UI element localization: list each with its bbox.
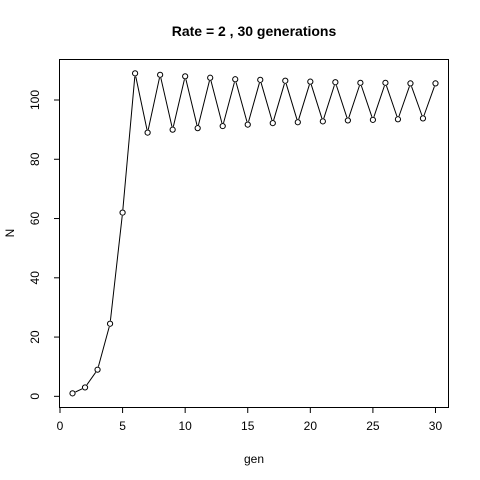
y-axis: 0 20 40 60 80 100	[28, 90, 60, 400]
data-point	[182, 73, 189, 80]
y-axis-label: N	[3, 229, 17, 238]
data-point	[357, 79, 364, 86]
x-tick-label: 15	[241, 419, 255, 433]
data-point	[207, 74, 214, 81]
data-point	[394, 116, 402, 123]
data-point	[169, 126, 176, 133]
data-point	[69, 390, 76, 397]
data-point	[382, 79, 389, 86]
data-point	[244, 121, 251, 128]
data-point	[332, 79, 339, 86]
y-tick-label: 0	[28, 393, 42, 400]
y-tick-label: 100	[28, 90, 42, 110]
data-point	[232, 76, 239, 83]
data-point	[344, 117, 351, 124]
data-point	[131, 70, 139, 77]
data-point	[157, 71, 164, 78]
y-tick-label: 80	[28, 152, 42, 166]
data-point	[294, 119, 301, 126]
data-point	[269, 120, 276, 127]
series-n	[69, 70, 439, 397]
data-point	[369, 116, 377, 123]
data-point	[219, 122, 226, 130]
data-point	[81, 384, 89, 391]
data-point	[194, 125, 201, 132]
x-tick-label: 0	[57, 419, 64, 433]
y-tick-label: 20	[28, 330, 42, 344]
plot-frame	[59, 59, 449, 408]
data-point	[319, 118, 326, 125]
data-point	[106, 320, 114, 327]
y-tick-label: 60	[28, 212, 42, 226]
data-point	[257, 76, 264, 83]
x-tick-label: 20	[304, 419, 318, 433]
data-point	[407, 80, 414, 87]
x-tick-label: 30	[429, 419, 443, 433]
x-axis-label: gen	[244, 452, 264, 466]
data-point	[94, 366, 101, 373]
series-line	[75, 76, 435, 393]
data-point	[432, 80, 439, 87]
x-tick-label: 10	[178, 419, 192, 433]
chart-title: Rate = 2 , 30 generations	[172, 23, 337, 39]
data-point	[419, 115, 427, 122]
data-point	[307, 78, 314, 85]
data-point	[282, 77, 289, 84]
y-tick-label: 40	[28, 271, 42, 285]
data-point	[119, 209, 126, 216]
data-point	[144, 129, 151, 136]
x-tick-label: 5	[119, 419, 126, 433]
x-tick-label: 25	[366, 419, 380, 433]
x-axis: 0 5 10 15 20 25 30	[57, 407, 443, 433]
